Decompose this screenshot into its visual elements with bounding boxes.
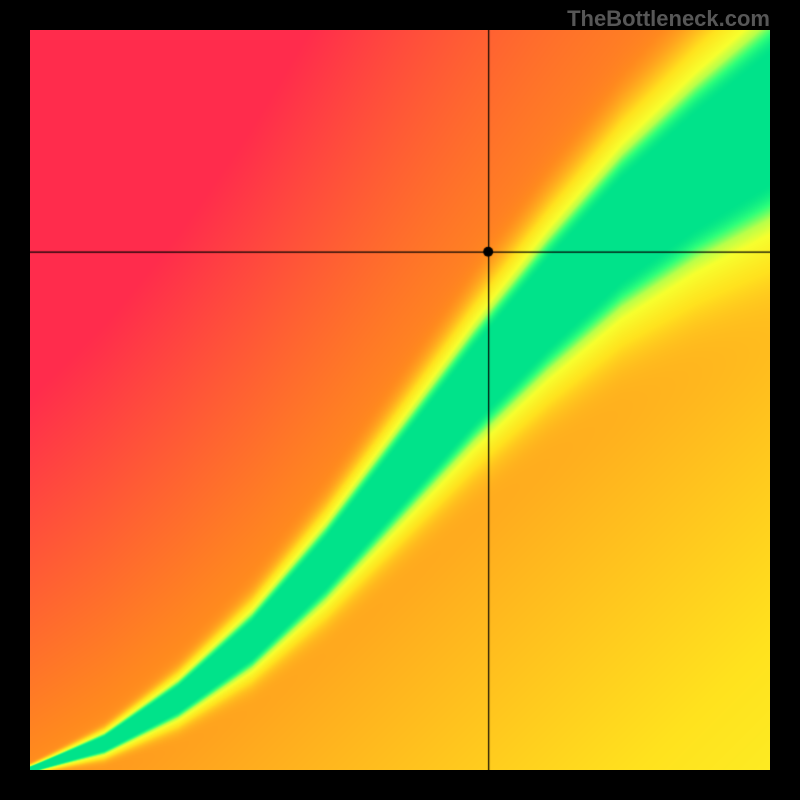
heatmap-canvas [30, 30, 770, 770]
chart-container: TheBottleneck.com [0, 0, 800, 800]
watermark-text: TheBottleneck.com [567, 6, 770, 32]
heatmap-plot [30, 30, 770, 770]
